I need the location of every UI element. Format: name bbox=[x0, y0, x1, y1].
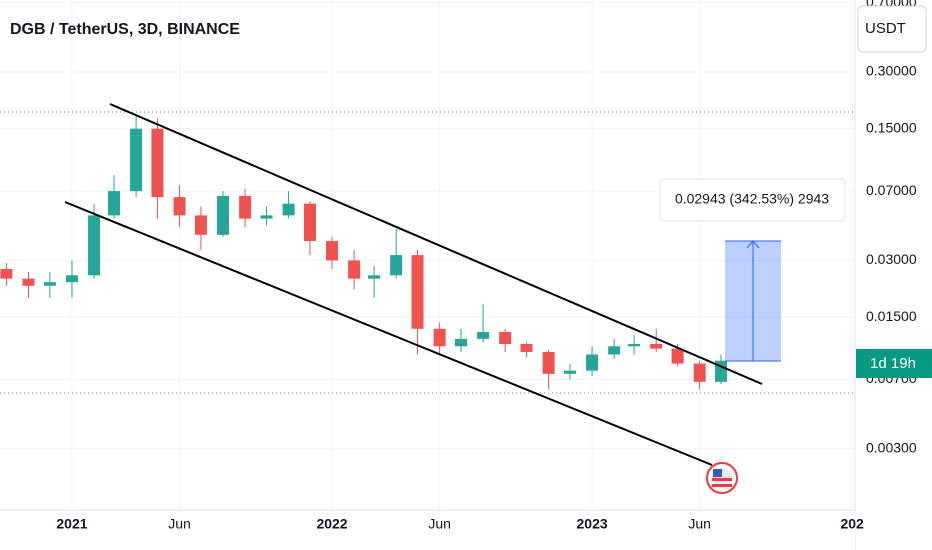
y-tick-label: 0.30000 bbox=[866, 63, 917, 79]
measure-tooltip bbox=[659, 178, 846, 222]
x-tick-label: 2021 bbox=[56, 516, 87, 532]
candle-body bbox=[303, 203, 316, 242]
candle-body bbox=[628, 343, 641, 347]
candle-body bbox=[88, 215, 101, 276]
candle-body bbox=[151, 128, 164, 198]
candle-body bbox=[520, 343, 533, 352]
y-tick-label: 0.00300 bbox=[866, 440, 917, 456]
candle-body bbox=[454, 338, 467, 347]
axes: 0.70000 0.30000 0.15000 0.07000 0.03000 0.015… bbox=[56, 0, 916, 532]
x-tick-label: 202 bbox=[840, 516, 864, 532]
measure-label: 0.02943 (342.53%) 2943 bbox=[675, 191, 829, 207]
candle-body bbox=[499, 332, 512, 344]
candle-body bbox=[65, 275, 78, 283]
candle-body bbox=[326, 241, 339, 261]
y-tick-label: 0.70000 bbox=[866, 0, 917, 9]
y-tick-label: 0.01500 bbox=[866, 308, 917, 324]
channel-lower bbox=[64, 201, 713, 466]
candle-body bbox=[43, 282, 56, 286]
time-axis bbox=[0, 510, 855, 550]
candle-body bbox=[282, 203, 295, 216]
measure-arrowhead bbox=[746, 240, 760, 249]
candle-body bbox=[239, 195, 252, 219]
candle-body bbox=[108, 191, 120, 216]
x-tick-label: Jun bbox=[428, 516, 451, 532]
event-flag bbox=[706, 462, 738, 494]
candle-body bbox=[130, 128, 143, 192]
grid bbox=[0, 0, 855, 510]
currency-label[interactable]: USDT bbox=[865, 20, 906, 37]
candle-body bbox=[564, 370, 576, 374]
candle-body bbox=[260, 215, 273, 219]
candles bbox=[0, 113, 728, 390]
y-tick-label: 0.15000 bbox=[866, 119, 917, 135]
candle-body bbox=[217, 195, 230, 235]
x-tick-label: Jun bbox=[688, 516, 711, 532]
candle-body bbox=[542, 351, 555, 374]
candle-body bbox=[671, 348, 684, 364]
y-tick-label: 0.07000 bbox=[866, 182, 917, 198]
x-tick-label: Jun bbox=[168, 516, 191, 532]
candle-body bbox=[390, 255, 403, 276]
candle-body bbox=[411, 255, 424, 329]
candle-body bbox=[0, 269, 13, 279]
channel-upper bbox=[109, 103, 763, 385]
candle-body bbox=[173, 197, 186, 216]
candle-body bbox=[22, 278, 35, 286]
candle-body bbox=[693, 363, 706, 382]
candle-body bbox=[477, 332, 490, 339]
currency-button[interactable] bbox=[857, 5, 927, 53]
candle-body bbox=[348, 260, 361, 279]
candle-body bbox=[586, 354, 599, 371]
x-tick-label: 2023 bbox=[577, 516, 608, 532]
countdown-box bbox=[856, 349, 932, 378]
candle-body bbox=[608, 346, 621, 355]
price-axis bbox=[855, 0, 932, 550]
candle-body bbox=[433, 328, 446, 347]
chart-title: DGB / TetherUS, 3D, BINANCE bbox=[10, 21, 240, 38]
y-tick-label: 0.03000 bbox=[866, 251, 917, 267]
candle-body bbox=[194, 215, 207, 235]
candle-body bbox=[368, 275, 381, 279]
countdown-label: 1d 19h bbox=[870, 355, 916, 372]
candle-body bbox=[650, 343, 663, 349]
x-tick-label: 2022 bbox=[316, 516, 347, 532]
